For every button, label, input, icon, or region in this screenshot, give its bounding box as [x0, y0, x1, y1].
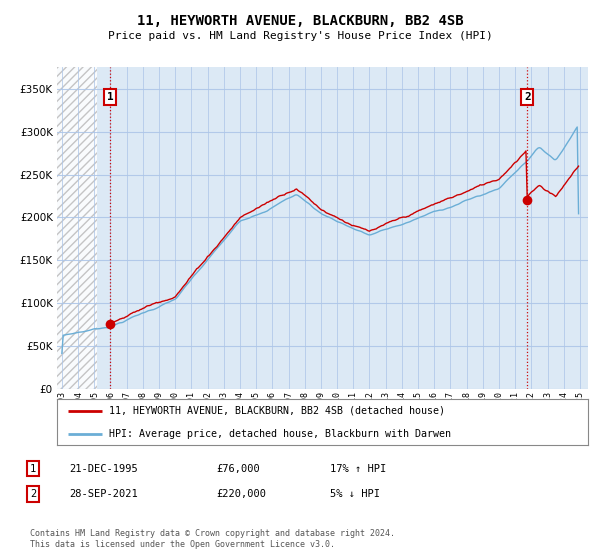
Text: £220,000: £220,000 — [216, 489, 266, 499]
Text: Contains HM Land Registry data © Crown copyright and database right 2024.
This d: Contains HM Land Registry data © Crown c… — [30, 529, 395, 549]
Text: 11, HEYWORTH AVENUE, BLACKBURN, BB2 4SB (detached house): 11, HEYWORTH AVENUE, BLACKBURN, BB2 4SB … — [109, 406, 445, 416]
Text: 1: 1 — [30, 464, 36, 474]
Text: 2: 2 — [524, 92, 530, 102]
Text: 2: 2 — [30, 489, 36, 499]
Text: 28-SEP-2021: 28-SEP-2021 — [69, 489, 138, 499]
Text: 1: 1 — [107, 92, 113, 102]
Text: Price paid vs. HM Land Registry's House Price Index (HPI): Price paid vs. HM Land Registry's House … — [107, 31, 493, 41]
Text: HPI: Average price, detached house, Blackburn with Darwen: HPI: Average price, detached house, Blac… — [109, 429, 451, 438]
Text: £76,000: £76,000 — [216, 464, 260, 474]
Text: 21-DEC-1995: 21-DEC-1995 — [69, 464, 138, 474]
Text: 17% ↑ HPI: 17% ↑ HPI — [330, 464, 386, 474]
Text: 11, HEYWORTH AVENUE, BLACKBURN, BB2 4SB: 11, HEYWORTH AVENUE, BLACKBURN, BB2 4SB — [137, 14, 463, 28]
Text: 5% ↓ HPI: 5% ↓ HPI — [330, 489, 380, 499]
